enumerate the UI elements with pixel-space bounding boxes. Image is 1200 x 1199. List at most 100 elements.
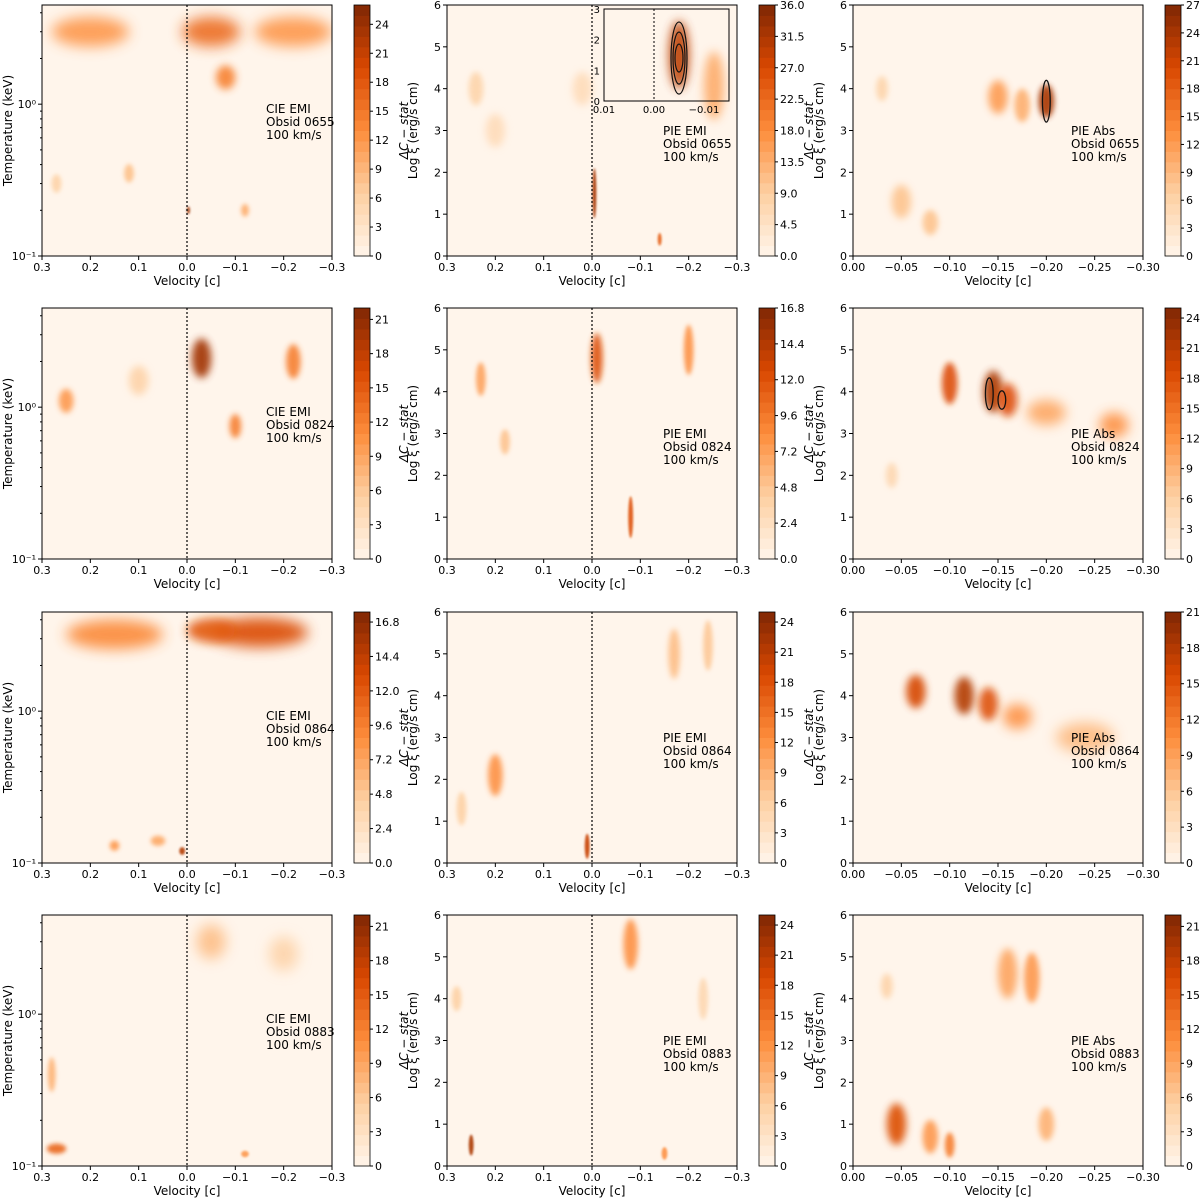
colorbar-band [354,412,370,424]
y-axis-label: Log ξ (erg/s cm) [406,992,420,1089]
colorbar-band [759,548,775,560]
colorbar-band [759,172,775,184]
heatmap-blob [628,496,634,539]
colorbar-band [1165,821,1181,833]
colorbar-band [354,1050,370,1062]
heatmap-blob [150,835,166,846]
colorbar-band [354,653,370,665]
colorbar-band [759,15,775,27]
colorbar-band [759,925,775,937]
colorbar-tick-label: 15 [1186,678,1200,691]
colorbar-band [759,88,775,100]
colorbar-band [1165,496,1181,508]
x-tick-label: 0.00 [841,868,866,881]
colorbar-band [1165,915,1181,926]
colorbar-band [354,998,370,1010]
panel-annotation: CIE EMI [266,709,311,723]
colorbar-tick-label: 18 [780,979,794,992]
colorbar-tick-label: 12 [375,416,389,429]
heatmap-blobs [66,617,308,855]
colorbar-band [1165,485,1181,497]
colorbar-tick-label: 18 [375,76,389,89]
y-tick-label: 5 [840,951,847,964]
colorbar-band [1165,402,1181,414]
y-tick-label: 10⁰ [18,401,37,414]
colorbar-band [759,464,775,476]
colorbar-band [354,67,370,79]
colorbar-tick-label: 0 [375,250,382,263]
heatmap-blob [1002,704,1032,730]
colorbar-band [1165,339,1181,351]
x-tick-label: −0.10 [933,868,967,881]
colorbar-band [354,235,370,247]
colorbar-band [1165,946,1181,958]
colorbar-band [759,485,775,497]
heatmap-blob [254,17,332,47]
colorbar-band [759,412,775,424]
colorbar-tick-label: 21 [1186,55,1200,68]
y-tick-label: 6 [840,302,847,315]
heatmap-blob [241,1150,249,1158]
colorbar-band [354,161,370,173]
colorbar-tick-label: 0 [1186,553,1193,566]
colorbar-band [1165,967,1181,979]
colorbar-band [354,402,370,414]
x-tick-label: 0.3 [438,564,456,577]
colorbar-band [759,402,775,414]
x-tick-label: −0.1 [222,564,249,577]
x-tick-label: −0.05 [884,261,918,274]
colorbar-band [1165,506,1181,518]
colorbar-tick-label: 6 [780,797,787,810]
y-tick-label: 3 [434,1035,441,1048]
chart-panel-1: 0.3 0.2 0.1 0.0 −0.1 −0.2 −0.3 10⁻¹ 10⁰ Velocity … [1,4,411,288]
colorbar-band [759,506,775,518]
colorbar-tick-label: 12.0 [375,685,400,698]
colorbar-tick-label: 3 [1186,821,1193,834]
colorbar-band [354,464,370,476]
colorbar-band [354,193,370,205]
colorbar-band [1165,998,1181,1010]
colorbar-band [1165,1124,1181,1136]
inset-blob [704,51,724,120]
colorbar-band [1165,308,1181,319]
heatmap-blob [1014,88,1030,123]
heatmap-blob [196,924,226,960]
colorbar-band [1165,224,1181,236]
colorbar-tick-label: 0 [375,553,382,566]
colorbar-tick-label: 0.0 [375,857,393,870]
colorbar-band [354,768,370,780]
colorbar-band [759,5,775,16]
colorbar-tick-label: 3 [1186,222,1193,235]
colorbar-band [1165,548,1181,560]
colorbar: 0.0 2.4 4.8 7.2 9.6 12.0 14.4 16.8 ΔC − stat [758,302,816,566]
colorbar-band [354,88,370,100]
colorbar-band [1165,46,1181,58]
chart-panel-7: 0.3 0.2 0.1 0.0 −0.1 −0.2 −0.3 10⁻¹ 10⁰ Velocity … [1,611,411,895]
colorbar-tick-label: 3 [780,1130,787,1143]
colorbar-tick-label: 4.8 [780,481,798,494]
x-tick-label: 0.2 [82,868,100,881]
x-tick-label: 0.2 [487,261,505,274]
x-tick-label: 0.00 [841,564,866,577]
chart-panel-12: 0.00 −0.05 −0.10 −0.15 −0.20 −0.25 −0.30012345… [812,909,1200,1198]
x-axis-label: Velocity [c] [559,577,626,591]
colorbar-tick-label: 24 [1186,27,1200,40]
colorbar-band [759,318,775,330]
colorbar-band [1165,391,1181,403]
x-axis-label: Velocity [c] [965,577,1032,591]
heatmap-blob [485,113,506,148]
colorbar-label: ΔC − stat [397,708,411,768]
y-tick-label: 3 [840,1035,847,1048]
x-tick-label: 0.00 [841,261,866,274]
colorbar-band [354,1019,370,1031]
colorbar-band [759,1082,775,1094]
x-tick-label: 0.0 [583,1171,601,1184]
x-tick-label: 0.2 [487,1171,505,1184]
colorbar-band [354,1061,370,1073]
colorbar-band [759,643,775,655]
colorbar-band [354,120,370,131]
colorbar-band [759,1050,775,1062]
colorbar-band [1165,464,1181,476]
colorbar-band [354,664,370,676]
